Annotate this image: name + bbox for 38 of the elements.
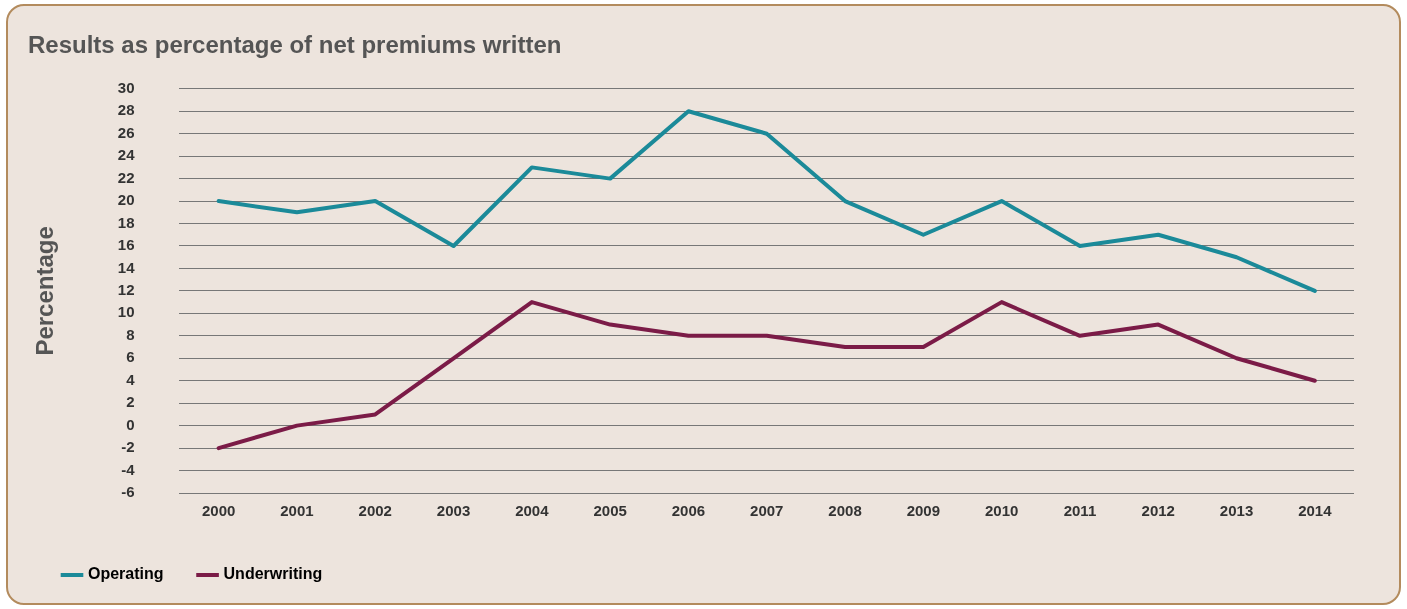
y-tick-label: 20 — [117, 191, 135, 209]
x-tick-label: 2008 — [828, 502, 862, 520]
y-tick-label: 28 — [117, 101, 135, 119]
x-tick-label: 2001 — [280, 502, 314, 520]
y-tick-label: 14 — [117, 258, 136, 276]
x-tick-label: 2005 — [593, 502, 627, 520]
y-axis-title: Percentage — [31, 226, 59, 356]
y-tick-label: 12 — [117, 281, 135, 299]
x-tick-label: 2002 — [358, 502, 392, 520]
y-tick-label: 2 — [126, 393, 135, 411]
x-tick-label: 2003 — [436, 502, 471, 520]
x-tick-label: 2006 — [671, 502, 706, 520]
y-tick-label: 18 — [117, 213, 135, 231]
x-tick-label: 2004 — [515, 502, 550, 520]
x-tick-label: 2007 — [750, 502, 784, 520]
x-tick-label: 2000 — [201, 502, 236, 520]
y-tick-label: -6 — [121, 483, 135, 501]
y-tick-label: 16 — [117, 236, 135, 254]
y-tick-label: 4 — [126, 370, 136, 388]
y-tick-label: 6 — [126, 348, 135, 366]
y-tick-label: -2 — [121, 438, 135, 456]
x-tick-label: 2013 — [1219, 502, 1254, 520]
legend-label: Underwriting — [223, 565, 323, 583]
y-tick-label: -4 — [121, 460, 136, 478]
x-tick-label: 2009 — [906, 502, 941, 520]
y-tick-label: 22 — [117, 168, 135, 186]
x-tick-label: 2012 — [1141, 502, 1175, 520]
x-tick-label: 2010 — [984, 502, 1019, 520]
y-tick-label: 10 — [117, 303, 135, 321]
chart-title: Results as percentage of net premiums written — [28, 31, 562, 59]
legend-label: Operating — [88, 565, 164, 583]
x-tick-label: 2011 — [1063, 502, 1097, 520]
y-tick-label: 26 — [117, 123, 135, 141]
y-tick-label: 24 — [117, 146, 136, 164]
x-tick-label: 2014 — [1298, 502, 1333, 520]
y-tick-label: 8 — [126, 325, 135, 343]
y-tick-label: 0 — [126, 415, 135, 433]
y-tick-label: 30 — [117, 78, 135, 96]
